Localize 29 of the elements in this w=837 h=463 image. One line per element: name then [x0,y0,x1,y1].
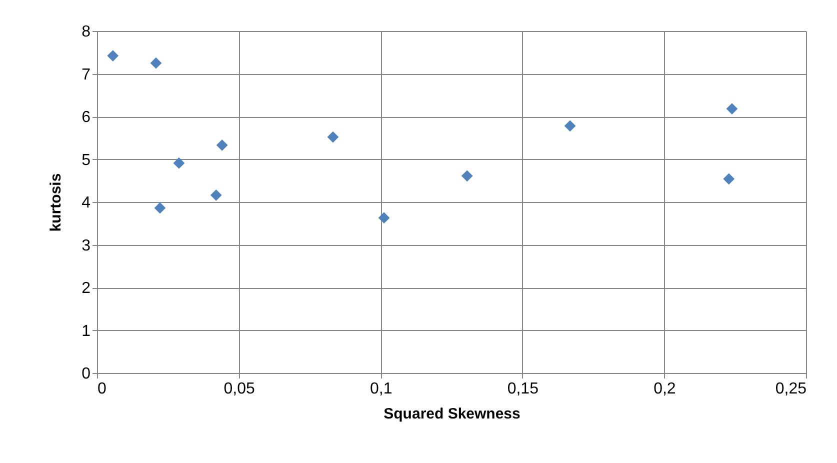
x-tick-label: 0,2 [654,380,676,398]
y-tick-label: 1 [82,322,91,340]
x-tick-label: 0,15 [507,380,539,398]
y-tick-label: 6 [82,109,91,126]
y-tick-label: 4 [82,194,91,212]
x-tick-label: 0 [98,380,106,398]
point [107,50,119,62]
point [564,120,576,132]
y-tick-label: 7 [82,66,91,84]
point [173,157,185,169]
y-tick-label: 0 [82,366,91,382]
x-tick-label: 0,25 [775,380,807,398]
point [216,139,228,151]
point [327,131,339,143]
point [723,173,735,185]
x-axis-title: Squared Skewness [384,406,520,422]
point [726,103,738,115]
y-tick-label: 2 [82,280,91,297]
y-tick-label: 5 [82,152,91,169]
point [150,57,162,69]
y-tick-label: 3 [82,237,91,254]
y-tick-label: 8 [82,24,91,40]
y-axis-title: kurtosis [48,173,65,232]
point [461,170,473,182]
point [210,189,222,201]
x-tick-label: 0,1 [370,380,392,398]
point [378,212,390,224]
point [154,202,166,214]
x-tick-label: 0,05 [224,380,255,398]
